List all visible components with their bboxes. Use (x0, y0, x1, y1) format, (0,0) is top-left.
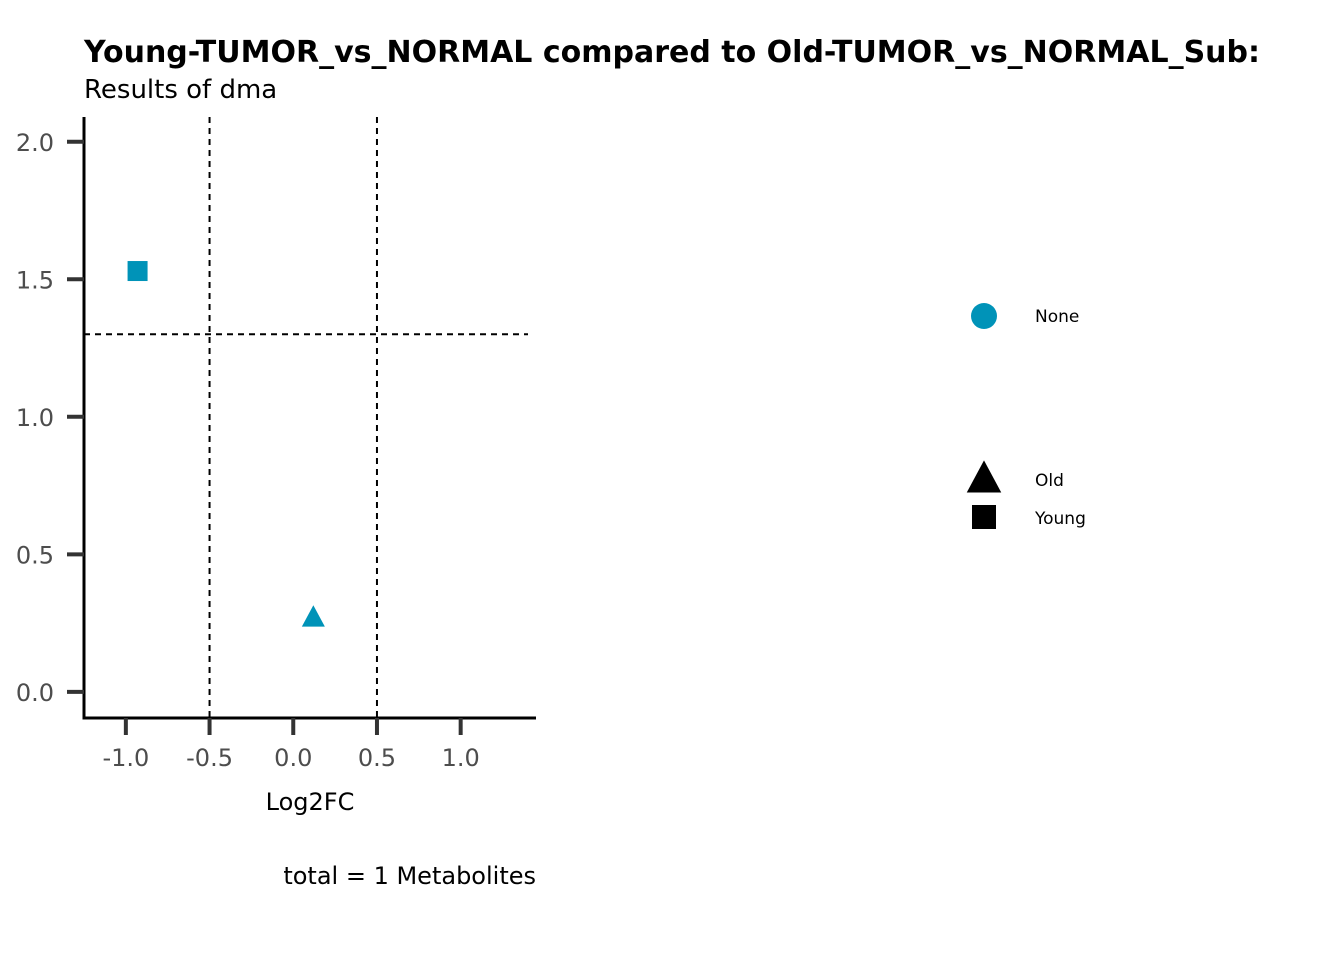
data-point-triangle (301, 605, 325, 627)
legend-label-none: None (1035, 307, 1079, 327)
y-tick-label: 1.5 (16, 266, 54, 294)
x-axis-title: Log2FC (266, 788, 355, 816)
x-tick-label: 0.5 (358, 744, 396, 772)
y-tick-label: 1.0 (16, 404, 54, 432)
chart-caption: total = 1 Metabolites (283, 862, 536, 890)
y-tick-label: 0.5 (16, 541, 54, 569)
chart-title: Young-TUMOR_vs_NORMAL compared to Old-TU… (83, 35, 1260, 70)
legend-key-none (971, 303, 997, 329)
legend: None Old Young (966, 303, 1086, 529)
x-tick-label: -0.5 (186, 744, 233, 772)
x-tick-label: 0.0 (274, 744, 312, 772)
legend-label-old: Old (1035, 471, 1064, 491)
y-tick-label: 0.0 (16, 679, 54, 707)
legend-key-old (966, 460, 1002, 493)
data-point-square (127, 261, 148, 282)
y-tick-label: 2.0 (16, 129, 54, 157)
plot-panel: 0.0 0.5 1.0 1.5 2.0 -1.0 -0.5 0.0 0.5 1.0 (16, 117, 536, 772)
legend-key-young (972, 505, 996, 529)
chart-subtitle: Results of dma (84, 75, 277, 105)
x-tick-label: -1.0 (102, 744, 149, 772)
legend-label-young: Young (1034, 509, 1086, 529)
x-tick-label: 1.0 (442, 744, 480, 772)
